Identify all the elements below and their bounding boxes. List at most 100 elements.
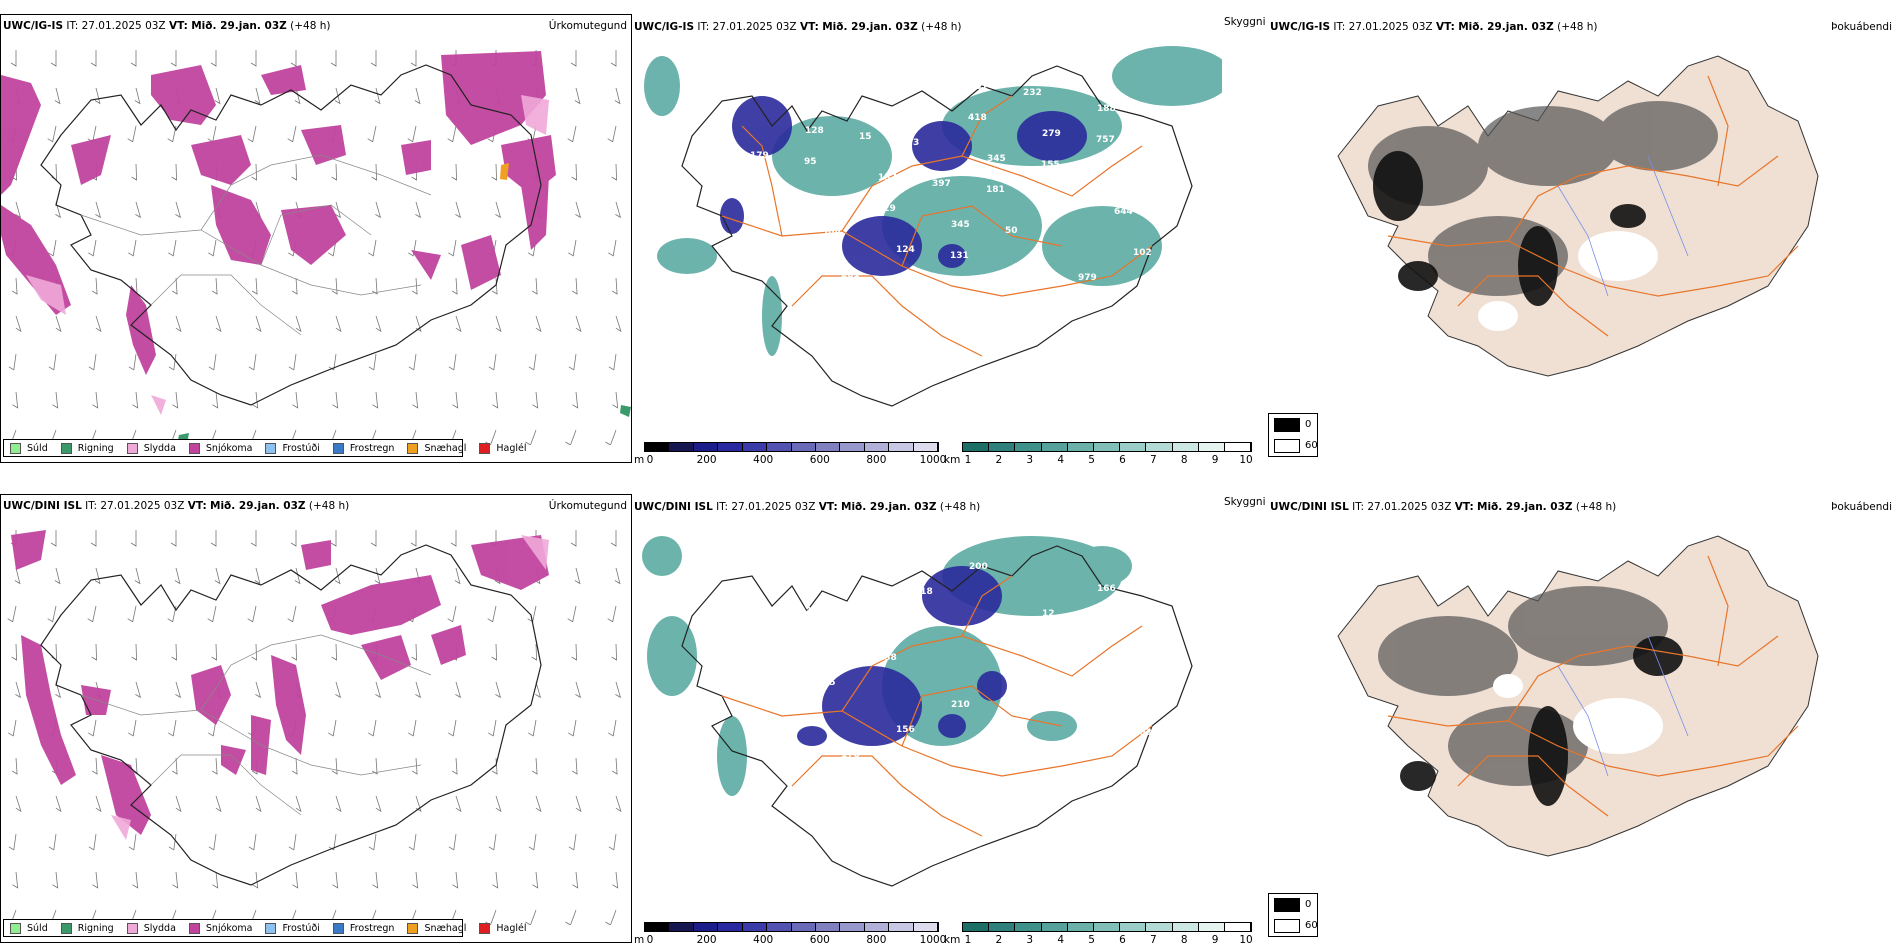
wind-barb (408, 833, 417, 851)
wind-barb (210, 50, 217, 67)
colorbar-cell (693, 923, 719, 931)
panel-title: UWC/IG-IS IT: 27.01.2025 03Z VT: Mið. 29… (634, 21, 962, 33)
fog-title: Þokuábendi (1831, 21, 1892, 33)
colorbar-cell (989, 443, 1016, 451)
wind-barb (250, 50, 257, 67)
wind-barb (127, 605, 137, 623)
colorbar-cell (864, 443, 890, 451)
colorbar-cell (1172, 923, 1199, 931)
wind-barb (207, 719, 217, 737)
wind-barb (607, 125, 617, 143)
wind-barb (215, 795, 222, 813)
colorbar-cell (889, 923, 914, 931)
station-label: 104 (732, 79, 751, 89)
colorbar-cell (1198, 443, 1225, 451)
wind-barb (291, 277, 298, 295)
wind-barb (52, 391, 59, 409)
wind-barb (294, 87, 301, 105)
wind-barb (610, 530, 617, 547)
wind-barb (531, 757, 538, 775)
wind-barb (375, 315, 382, 333)
station-label: 310 (1151, 110, 1170, 120)
wind-barb (407, 239, 417, 257)
wind-barb (572, 391, 579, 409)
wind-barb (412, 391, 419, 409)
wind-barb (130, 50, 137, 67)
wind-barb (132, 391, 139, 409)
wind-barb (94, 567, 101, 585)
elevation-colorbar: m 0 200 400 600 800 1000 (634, 922, 946, 948)
panel-title: UWC/DINI ISL IT: 27.01.2025 03Z VT: Mið.… (634, 501, 981, 513)
visibility-panel-bottom: UWC/DINI ISL IT: 27.01.2025 03Z VT: Mið.… (632, 494, 1268, 946)
wind-barb (55, 795, 62, 813)
legend-item: Snjókoma (188, 442, 252, 454)
wind-barb (248, 833, 257, 851)
wind-barb (174, 567, 181, 585)
colorbar-tick-label: 10 (1239, 454, 1253, 466)
wind-barb (95, 795, 102, 813)
station-label: 118 (914, 587, 933, 597)
precip-type-title: Úrkomutegund (548, 20, 627, 32)
colorbar-cell (1067, 923, 1094, 931)
wind-barb (291, 757, 298, 775)
wind-barb (447, 719, 457, 737)
colorbar-cell (1067, 443, 1094, 451)
wind-barb (370, 530, 377, 547)
colorbar-cell (1224, 923, 1252, 931)
colorbar-tick-label: 600 (809, 934, 830, 946)
station-label: 181 (986, 185, 1005, 195)
wind-barb (88, 353, 97, 371)
wind-barb (454, 567, 461, 585)
wind-barb (327, 239, 337, 257)
wind-barb (375, 795, 382, 813)
wind-barb (614, 87, 621, 105)
colorbar-cell (1093, 923, 1121, 931)
wind-barb (607, 719, 617, 737)
wind-barbs (5, 530, 622, 925)
station-label: 188 (1097, 104, 1116, 114)
wind-barb (492, 391, 499, 409)
wind-barb (492, 871, 499, 889)
colorbar-tick-label: 600 (809, 454, 830, 466)
wind-barb (572, 871, 579, 889)
wind-barb (128, 353, 137, 371)
wind-barb (374, 567, 381, 585)
wind-barb (327, 719, 337, 737)
station-label: 131 (950, 251, 969, 261)
wind-barb (127, 125, 137, 143)
colorbar-tick-label: 10 (1239, 934, 1253, 946)
station-label: 171 (987, 634, 1006, 644)
wind-barb (455, 795, 462, 813)
station-label: 397 (932, 179, 951, 189)
station-label: 418 (968, 113, 987, 123)
colorbar-cell (645, 923, 670, 931)
legend-item: Rigning (60, 442, 114, 454)
wind-barb (375, 681, 382, 699)
wind-barb (575, 681, 582, 699)
wind-barb (87, 239, 97, 257)
wind-barb (167, 125, 177, 143)
colorbar-cell (815, 923, 841, 931)
wind-barb (611, 163, 618, 181)
wind-barb (251, 163, 258, 181)
station-label: 184 (732, 559, 751, 569)
colorbar-cell (767, 923, 792, 931)
colorbar-tick-label: 9 (1211, 454, 1219, 466)
colorbar-tick-label: 800 (866, 454, 887, 466)
colorbar-cell (889, 443, 914, 451)
colorbar-cell (1015, 923, 1042, 931)
station-label: 95 (823, 678, 836, 688)
visibility-colorbar: km 1 2 3 4 5 6 7 8 9 10 (944, 922, 1254, 948)
visibility-title: Skyggni (1224, 496, 1266, 508)
station-label: 185 (1115, 656, 1134, 666)
colorbar-cell (718, 923, 743, 931)
wind-barb (47, 605, 57, 623)
wind-barb (567, 719, 577, 737)
wind-barb (565, 909, 577, 925)
colorbar-tick-label: 400 (753, 454, 774, 466)
wind-barb (291, 643, 298, 661)
elevation-colorbar: m 0 200 400 600 800 1000 (634, 442, 946, 468)
wind-barb (211, 277, 218, 295)
colorbar-tick-label: 3 (1026, 454, 1034, 466)
station-label: 163 (1060, 681, 1079, 691)
